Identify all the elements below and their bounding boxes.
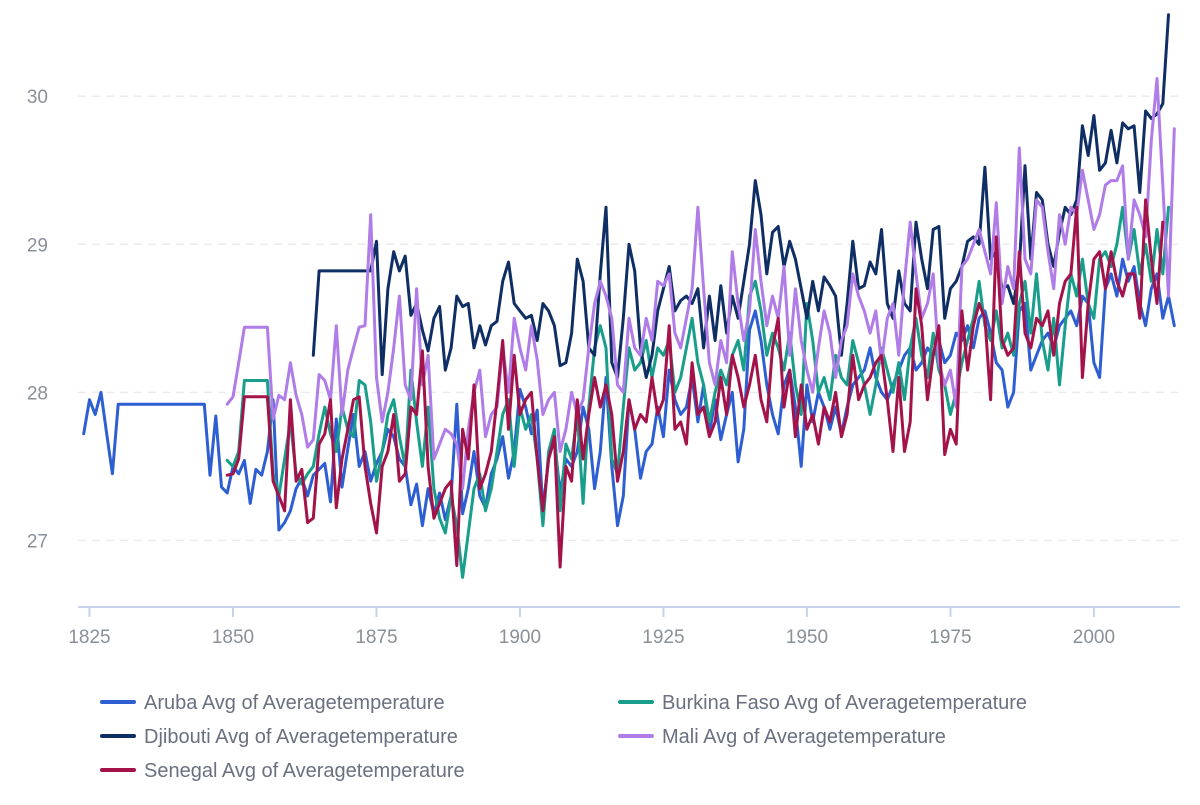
x-axis: 1825 1850 1875 1900 1925 1950 1975 2000 (68, 606, 1180, 648)
x-tick-label: 1950 (786, 627, 828, 648)
legend-item[interactable]: Senegal Avg of Averagetemperature (100, 760, 465, 782)
series-line-0 (82, 257, 1176, 532)
y-tick-label: 28 (27, 383, 48, 404)
x-tick-label: 1975 (929, 627, 971, 648)
x-tick-label: 1900 (499, 627, 541, 648)
y-tick-label: 27 (27, 531, 48, 552)
legend-label: Mali Avg of Averagetemperature (662, 726, 946, 748)
y-tick-label: 30 (27, 87, 48, 108)
legend-label: Senegal Avg of Averagetemperature (144, 760, 465, 782)
series-lines (82, 13, 1176, 579)
series-line-3 (225, 77, 1176, 491)
legend-item[interactable]: Burkina Faso Avg of Averagetemperature (618, 692, 1027, 714)
legend-label: Djibouti Avg of Averagetemperature (144, 726, 458, 748)
x-tick-label: 1925 (642, 627, 684, 648)
legend-label: Aruba Avg of Averagetemperature (144, 692, 445, 714)
x-tick-label: 2000 (1073, 627, 1115, 648)
legend-item[interactable]: Aruba Avg of Averagetemperature (100, 692, 445, 714)
y-tick-label: 29 (27, 235, 48, 256)
legend: Aruba Avg of Averagetemperature Burkina F… (100, 692, 1027, 782)
legend-label: Burkina Faso Avg of Averagetemperature (662, 692, 1027, 714)
series-line-4 (225, 198, 1165, 569)
x-tick-label: 1850 (212, 627, 254, 648)
y-axis-tick-labels: 27 28 29 30 (27, 87, 48, 552)
series-line-1 (225, 205, 1170, 579)
x-tick-label: 1825 (68, 627, 110, 648)
legend-item[interactable]: Mali Avg of Averagetemperature (618, 726, 946, 748)
x-tick-label: 1875 (355, 627, 397, 648)
legend-item[interactable]: Djibouti Avg of Averagetemperature (100, 726, 458, 748)
